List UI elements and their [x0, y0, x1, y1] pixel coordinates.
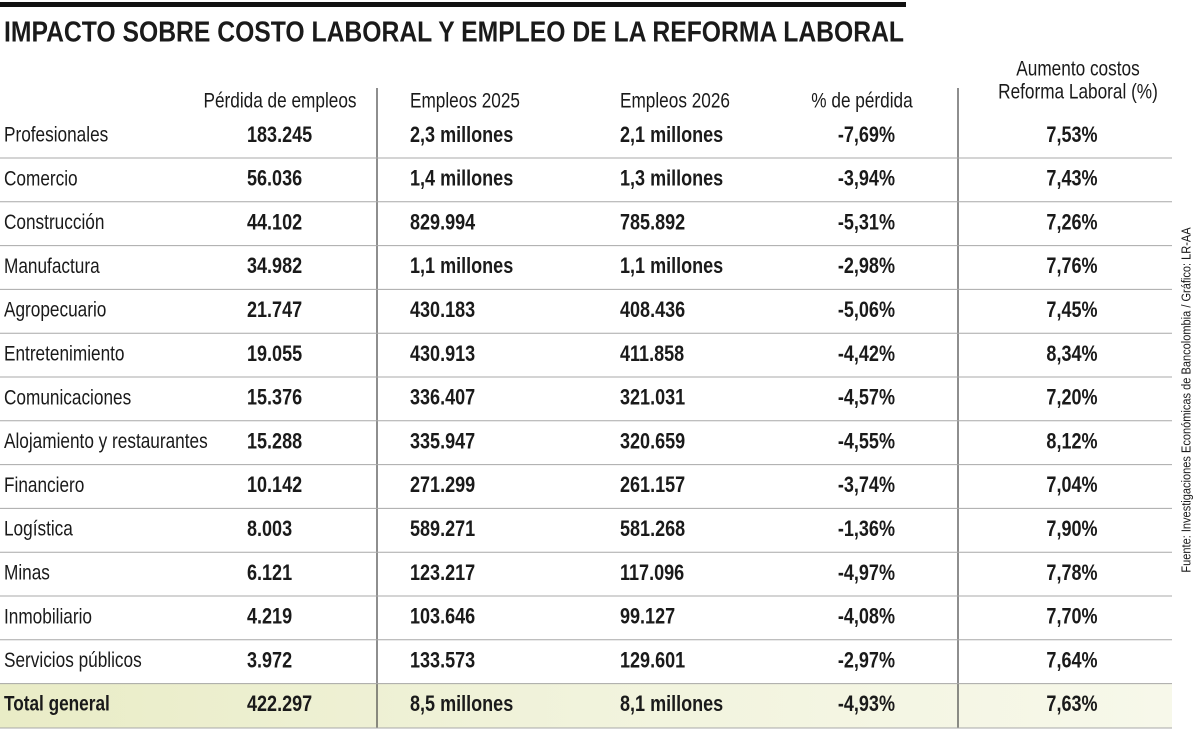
cell-value: -4,93%	[838, 692, 895, 716]
cell-value: 8,12%	[1046, 430, 1097, 454]
cell-value: -3,74%	[838, 474, 895, 498]
column-header: % de pérdida	[811, 90, 913, 113]
cell-value: 15.288	[247, 430, 302, 454]
cell-value: 99.127	[620, 605, 675, 629]
column-header: Pérdida de empleos	[203, 90, 356, 113]
cell-value: 1,1 millones	[410, 255, 513, 279]
cell-value: 7,64%	[1046, 649, 1097, 673]
cell-value: 589.271	[410, 517, 475, 541]
cell-value: 2,3 millones	[410, 123, 513, 147]
row-label: Inmobiliario	[4, 606, 92, 629]
source-note: Fuente: Investigaciones Económicas de Ba…	[1179, 226, 1194, 572]
cell-value: 44.102	[247, 211, 302, 235]
cell-value: 430.183	[410, 298, 475, 322]
cell-value: 7,43%	[1046, 167, 1097, 191]
row-label: Manufactura	[4, 255, 100, 278]
cell-value: 123.217	[410, 561, 475, 585]
cell-value: 7,26%	[1046, 211, 1097, 235]
column-header: Empleos 2025	[410, 90, 520, 113]
cell-value: 321.031	[620, 386, 685, 410]
cell-value: 411.858	[620, 342, 684, 366]
cell-value: 261.157	[620, 474, 685, 498]
cell-value: 422.297	[247, 692, 312, 716]
cell-value: 430.913	[410, 342, 475, 366]
cell-value: -2,97%	[838, 649, 895, 673]
cell-value: 7,70%	[1046, 605, 1097, 629]
row-label: Servicios públicos	[4, 650, 142, 673]
row-label: Total general	[4, 693, 110, 716]
cell-value: 15.376	[247, 386, 302, 410]
row-label: Comercio	[4, 168, 78, 191]
cell-value: 103.646	[410, 605, 475, 629]
cell-value: 271.299	[410, 474, 475, 498]
cell-value: 8,1 millones	[620, 692, 723, 716]
title: IMPACTO SOBRE COSTO LABORAL Y EMPLEO DE …	[4, 17, 904, 49]
cell-value: 7,90%	[1046, 517, 1097, 541]
cell-value: -4,57%	[838, 386, 895, 410]
cell-value: 785.892	[620, 211, 685, 235]
cell-value: 1,1 millones	[620, 255, 723, 279]
cell-value: 581.268	[620, 517, 685, 541]
cell-value: 56.036	[247, 167, 302, 191]
row-label: Comunicaciones	[4, 387, 131, 410]
cell-value: -4,08%	[838, 605, 895, 629]
cell-value: 7,04%	[1046, 474, 1097, 498]
cell-value: 7,76%	[1046, 255, 1097, 279]
cell-value: -4,55%	[838, 430, 895, 454]
total-row-bg	[0, 683, 1172, 728]
cell-value: 133.573	[410, 649, 475, 673]
cell-value: 8,5 millones	[410, 692, 513, 716]
cell-value: 6.121	[247, 561, 292, 585]
row-label: Minas	[4, 562, 50, 585]
row-label: Alojamiento y restaurantes	[4, 431, 208, 454]
cell-value: 8,34%	[1046, 342, 1097, 366]
row-label: Construcción	[4, 212, 104, 235]
cell-value: 117.096	[620, 561, 684, 585]
column-header: Reforma Laboral (%)	[998, 81, 1158, 104]
cell-value: 2,1 millones	[620, 123, 723, 147]
cell-value: 8.003	[247, 517, 292, 541]
column-header: Empleos 2026	[620, 90, 730, 113]
row-label: Entretenimiento	[4, 343, 125, 366]
cell-value: 1,3 millones	[620, 167, 723, 191]
cell-value: -5,06%	[838, 298, 895, 322]
cell-value: 21.747	[247, 298, 302, 322]
cell-value: 19.055	[247, 342, 302, 366]
cell-value: 829.994	[410, 211, 476, 235]
cell-value: 7,45%	[1046, 298, 1097, 322]
cell-value: 7,78%	[1046, 561, 1097, 585]
cell-value: 408.436	[620, 298, 685, 322]
cell-value: -1,36%	[838, 517, 895, 541]
cell-value: -4,42%	[838, 342, 895, 366]
row-label: Logística	[4, 518, 73, 541]
top-bar	[0, 2, 906, 7]
cell-value: 183.245	[247, 123, 312, 147]
row-label: Financiero	[4, 474, 84, 497]
cell-value: 129.601	[620, 649, 685, 673]
cell-value: 34.982	[247, 255, 302, 279]
cell-value: 336.407	[410, 386, 475, 410]
cell-value: -5,31%	[838, 211, 895, 235]
cell-value: 7,53%	[1046, 123, 1097, 147]
cells: Pérdida de empleos Empleos 2025 Empleos 20…	[4, 58, 1158, 716]
cell-value: -2,98%	[838, 255, 895, 279]
cell-value: 320.659	[620, 430, 685, 454]
cell-value: -7,69%	[838, 123, 895, 147]
cell-value: 1,4 millones	[410, 167, 513, 191]
cell-value: 4.219	[247, 605, 292, 629]
cell-value: 7,63%	[1046, 692, 1097, 716]
cell-value: -3,94%	[838, 167, 895, 191]
row-label: Agropecuario	[4, 299, 106, 322]
column-header: Aumento costos	[1016, 58, 1139, 81]
cell-value: 3.972	[247, 649, 292, 673]
row-label: Profesionales	[4, 124, 108, 147]
cell-value: -4,97%	[838, 561, 895, 585]
cell-value: 335.947	[410, 430, 475, 454]
cell-value: 7,20%	[1046, 386, 1097, 410]
cell-value: 10.142	[247, 474, 302, 498]
